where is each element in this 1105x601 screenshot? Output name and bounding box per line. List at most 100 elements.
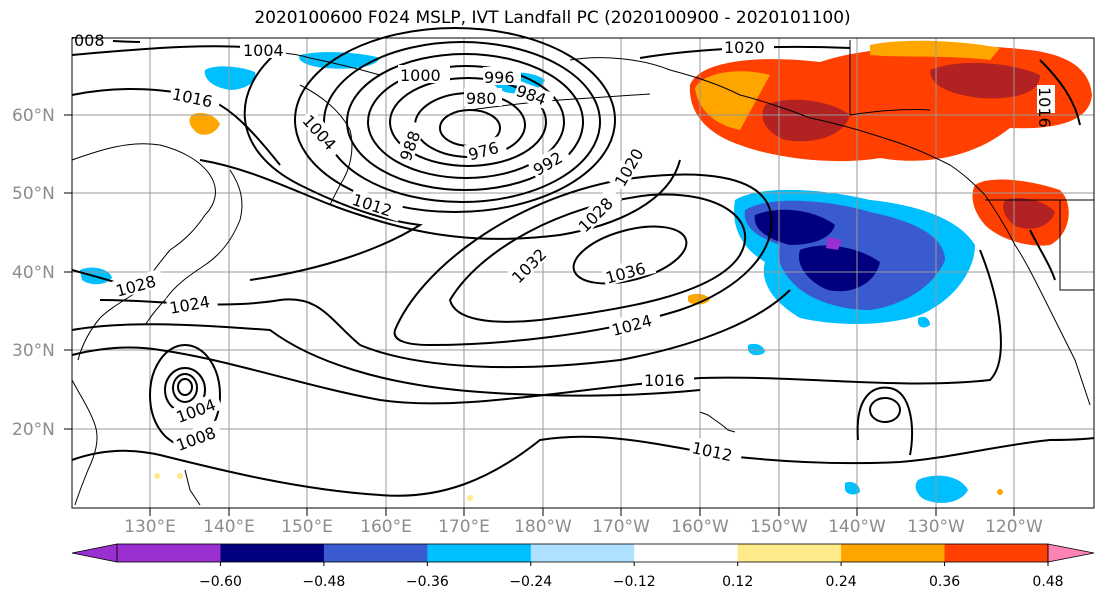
graticule <box>72 38 1094 508</box>
positive-speck-3 <box>467 495 473 501</box>
isobar-1012 <box>71 435 1095 497</box>
isobar-984 <box>389 77 547 167</box>
colorbar-tick-label: −0.12 <box>613 574 656 590</box>
isobar-label: 1016 <box>644 371 685 390</box>
latitude-labels: 60°N 50°N 40°N 30°N 20°N <box>12 106 55 440</box>
isobar-992 <box>346 53 584 191</box>
negative-speck-5 <box>915 475 968 503</box>
coastlines <box>71 40 1094 506</box>
positive-region-alaska-core1 <box>762 99 850 142</box>
colorbar-segment <box>634 544 739 562</box>
isobar-label: 1000 <box>400 66 441 85</box>
positive-region-alaska-outer2 <box>870 40 1000 60</box>
lon-label: 160°W <box>671 517 729 537</box>
isobar-1036 <box>572 225 688 285</box>
lon-label: 170°E <box>438 517 490 537</box>
colorbar-border <box>116 543 1049 563</box>
coast-hawaii <box>699 411 736 433</box>
lat-label: 20°N <box>12 420 55 440</box>
positive-region-pnw-core <box>1003 198 1055 229</box>
isobar-label: 980 <box>466 89 497 108</box>
negative-region-core <box>754 209 835 245</box>
colorbar-segment <box>220 544 325 562</box>
isobar-1020 <box>71 323 701 397</box>
positive-speck-1 <box>189 112 220 135</box>
lat-label: 40°N <box>12 263 55 283</box>
colorbar-segment <box>323 544 428 562</box>
map-frame <box>71 37 1095 509</box>
isobar-1028 <box>393 173 773 347</box>
isobar-1032 <box>448 193 747 323</box>
isobar-label: 1020 <box>724 38 765 57</box>
isobar-labels: 1004 1016 1000 996 984 980 976 992 988 1… <box>73 31 1055 465</box>
longitude-labels: 130°E 140°E 150°E 160°E 170°E 180°W 170°… <box>124 517 1043 537</box>
lat-label: 60°N <box>12 106 55 126</box>
isobar-996 <box>323 41 601 203</box>
isobar-1012-cell-outer <box>856 386 914 456</box>
isobar-label: 996 <box>484 68 515 87</box>
isobar-1016 <box>71 249 1002 405</box>
isobar-1012 <box>199 159 681 240</box>
isobar-996-typhoon <box>177 378 193 396</box>
colorbar-tick-label: 0.36 <box>929 574 960 590</box>
negative-speck-6 <box>845 482 860 495</box>
colorbar-tick-label: 0.12 <box>722 574 753 590</box>
colorbar-segment <box>427 544 532 562</box>
colorbar-tick-label: 0.24 <box>826 574 857 590</box>
negative-region-core3 <box>826 237 842 250</box>
coast-kamchatka <box>299 84 353 206</box>
coast-alaska <box>569 57 986 196</box>
lon-label: 120°W <box>985 517 1043 537</box>
lon-label: 140°E <box>203 517 255 537</box>
colorbar-tick-label: 0.48 <box>1032 574 1063 590</box>
coast-china <box>71 379 98 506</box>
colorbar-tick-label: −0.60 <box>199 574 242 590</box>
coast-japan <box>144 169 243 326</box>
isobar-1020-east <box>1039 59 1081 126</box>
positive-speck-4 <box>154 473 160 479</box>
colorbar-segment <box>530 544 635 562</box>
isobars <box>71 27 1095 497</box>
colorbar-tick-label: −0.36 <box>406 574 449 590</box>
isobar-1024 <box>99 289 791 369</box>
positive-region-alaska-core2 <box>930 62 1040 99</box>
lon-label: 180°W <box>514 517 572 537</box>
negative-speck-2 <box>299 52 380 69</box>
coast-aleutians <box>469 93 651 111</box>
lat-label: 50°N <box>12 184 55 204</box>
isobar-1000-typhoon <box>172 373 198 403</box>
lon-label: 130°W <box>907 517 965 537</box>
isobar-1016-east <box>1029 229 1056 281</box>
positive-speck-5 <box>177 473 183 479</box>
colorbar <box>71 543 1095 563</box>
isobar-label: 008 <box>74 31 105 50</box>
lon-label: 150°W <box>750 517 808 537</box>
lat-label: 30°N <box>12 341 55 361</box>
ivt-shading <box>80 40 1092 503</box>
isobar-1000 <box>294 27 616 213</box>
isobar-1012-cell <box>869 397 901 423</box>
positive-speck-2 <box>688 293 710 305</box>
colorbar-extend-low <box>71 543 118 563</box>
colorbar-extend-high <box>1047 543 1095 563</box>
coast-canada <box>849 40 931 116</box>
tick-marks <box>64 114 1015 516</box>
colorbar-segment <box>944 544 1049 562</box>
coast-phil <box>184 469 201 506</box>
positive-speck-6 <box>997 489 1003 495</box>
map-title: 2020100600 F024 MSLP, IVT Landfall PC (2… <box>254 8 851 28</box>
us-border <box>985 199 1094 291</box>
negative-speck-8 <box>918 316 930 328</box>
lon-label: 130°E <box>124 517 176 537</box>
lon-label: 150°E <box>281 517 333 537</box>
lon-label: 140°W <box>828 517 886 537</box>
isobar-label: 1016 <box>1035 87 1054 128</box>
lon-label: 170°W <box>592 517 650 537</box>
colorbar-segment <box>117 544 221 562</box>
colorbar-labels: −0.60 −0.48 −0.36 −0.24 −0.12 0.12 0.24 0.36 0.4… <box>199 562 1064 590</box>
colorbar-segment <box>841 544 946 562</box>
isobar-1004 <box>71 45 423 281</box>
negative-speck-1 <box>204 66 256 90</box>
coast-asia <box>71 143 216 361</box>
